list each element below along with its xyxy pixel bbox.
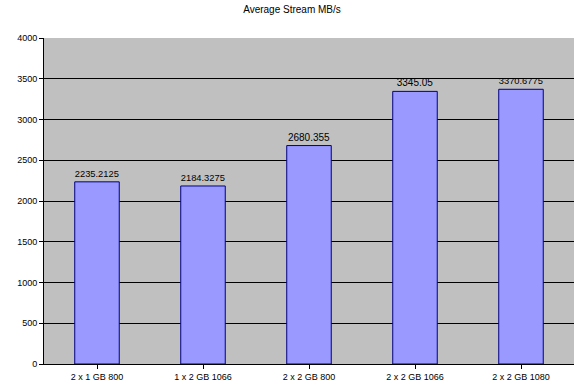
svg-text:1000: 1000 [17, 278, 37, 288]
svg-text:2 x 2 GB 1080: 2 x 2 GB 1080 [492, 372, 550, 382]
svg-text:1 x 2 GB 1066: 1 x 2 GB 1066 [174, 372, 232, 382]
svg-text:2184.3275: 2184.3275 [181, 173, 225, 183]
svg-text:4000: 4000 [17, 33, 37, 43]
svg-text:2500: 2500 [17, 155, 37, 165]
svg-text:0: 0 [32, 359, 37, 369]
svg-text:2235.2125: 2235.2125 [75, 169, 119, 179]
svg-text:2 x 1 GB 800: 2 x 1 GB 800 [71, 372, 124, 382]
svg-text:2 x 2 GB 1066: 2 x 2 GB 1066 [386, 372, 444, 382]
svg-text:2 x 2 GB 800: 2 x 2 GB 800 [283, 372, 336, 382]
svg-text:Average Stream MB/s: Average Stream MB/s [243, 4, 341, 15]
svg-text:2000: 2000 [17, 196, 37, 206]
svg-text:3345.05: 3345.05 [397, 77, 434, 88]
svg-text:3000: 3000 [17, 115, 37, 125]
svg-text:3370.6775: 3370.6775 [499, 76, 543, 86]
svg-text:3500: 3500 [17, 74, 37, 84]
svg-text:500: 500 [22, 318, 37, 328]
svg-text:1500: 1500 [17, 237, 37, 247]
svg-text:2680.355: 2680.355 [288, 132, 330, 143]
